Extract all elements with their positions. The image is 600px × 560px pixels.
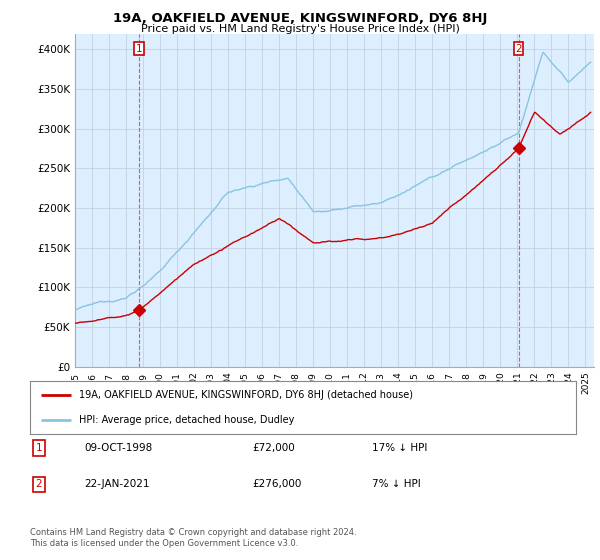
Text: £72,000: £72,000 [252,443,295,453]
Text: 09-OCT-1998: 09-OCT-1998 [84,443,152,453]
Text: 7% ↓ HPI: 7% ↓ HPI [372,479,421,489]
Text: 17% ↓ HPI: 17% ↓ HPI [372,443,427,453]
Text: 1: 1 [35,443,43,453]
Text: 19A, OAKFIELD AVENUE, KINGSWINFORD, DY6 8HJ: 19A, OAKFIELD AVENUE, KINGSWINFORD, DY6 … [113,12,487,25]
Text: 19A, OAKFIELD AVENUE, KINGSWINFORD, DY6 8HJ (detached house): 19A, OAKFIELD AVENUE, KINGSWINFORD, DY6 … [79,390,413,400]
Text: 22-JAN-2021: 22-JAN-2021 [84,479,149,489]
Text: £276,000: £276,000 [252,479,301,489]
Text: 2: 2 [515,44,522,54]
Text: Price paid vs. HM Land Registry's House Price Index (HPI): Price paid vs. HM Land Registry's House … [140,24,460,34]
Text: Contains HM Land Registry data © Crown copyright and database right 2024.
This d: Contains HM Land Registry data © Crown c… [30,528,356,548]
Text: 1: 1 [136,44,143,54]
Text: HPI: Average price, detached house, Dudley: HPI: Average price, detached house, Dudl… [79,414,295,424]
Text: 2: 2 [35,479,43,489]
